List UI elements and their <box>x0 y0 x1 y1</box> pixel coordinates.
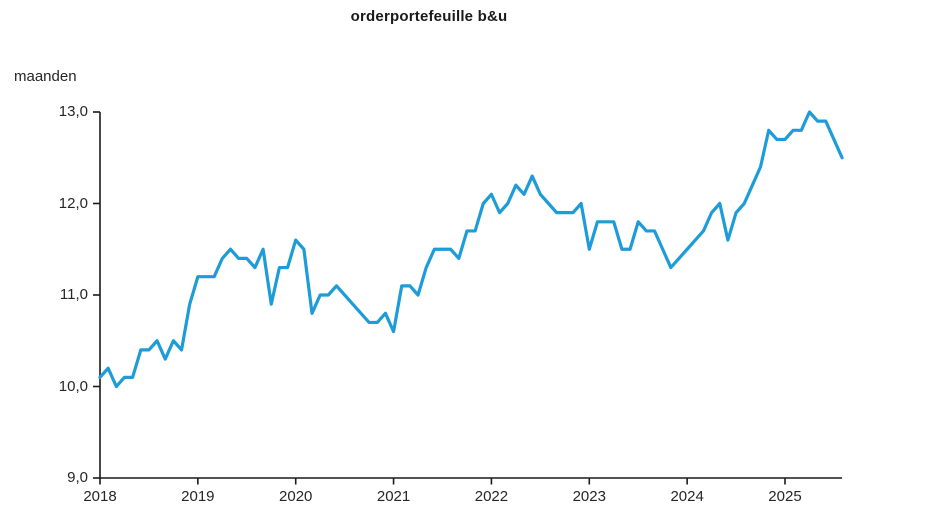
y-tick-label: 12,0 <box>58 194 88 212</box>
y-tick-label: 11,0 <box>59 286 88 303</box>
x-tick-label: 2022 <box>474 488 509 505</box>
chart-title: orderportefeuille b&u <box>350 8 508 25</box>
x-tick-label: 2018 <box>83 488 117 505</box>
series-line <box>98 110 844 389</box>
y-axis-unit-label: maanden <box>14 68 77 85</box>
x-tick-label: 2024 <box>670 488 704 505</box>
x-tick-label: 2025 <box>768 488 802 505</box>
axis-lines <box>99 112 843 479</box>
x-tick-label: 2021 <box>376 488 411 505</box>
x-tick-label: 2019 <box>181 488 215 505</box>
y-tick-label: 9,0 <box>67 469 88 486</box>
x-tick-label: 2023 <box>572 488 606 505</box>
x-tick-label: 2020 <box>279 488 313 505</box>
y-tick-label: 13,0 <box>58 103 88 120</box>
y-tick-label: 10,0 <box>58 377 88 395</box>
